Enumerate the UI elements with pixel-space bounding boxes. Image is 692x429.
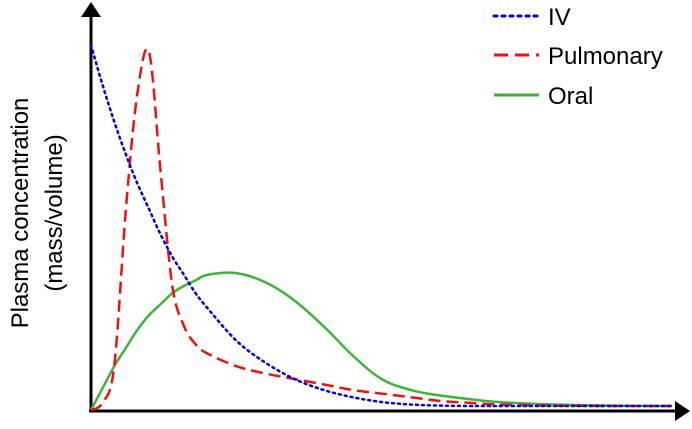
y-axis-arrowhead [81, 2, 101, 17]
series-line-iv [89, 43, 674, 408]
series-layer [89, 43, 674, 412]
legend-label-oral: Oral [548, 83, 593, 110]
legend-label-iv: IV [548, 4, 571, 31]
legend: IV Pulmonary Oral [492, 4, 663, 110]
legend-item-oral: Oral [494, 83, 593, 110]
legend-label-pulmonary: Pulmonary [548, 43, 663, 70]
legend-item-pulmonary: Pulmonary [494, 43, 663, 70]
legend-item-iv: IV [492, 4, 571, 31]
series-line-pulmonary [90, 47, 672, 412]
y-axis-label-line2: (mass/volume) [41, 134, 68, 291]
x-axis-arrowhead [675, 401, 690, 421]
series-line-oral [89, 271, 673, 411]
y-axis-label-line1: Plasma concentration [7, 98, 34, 329]
